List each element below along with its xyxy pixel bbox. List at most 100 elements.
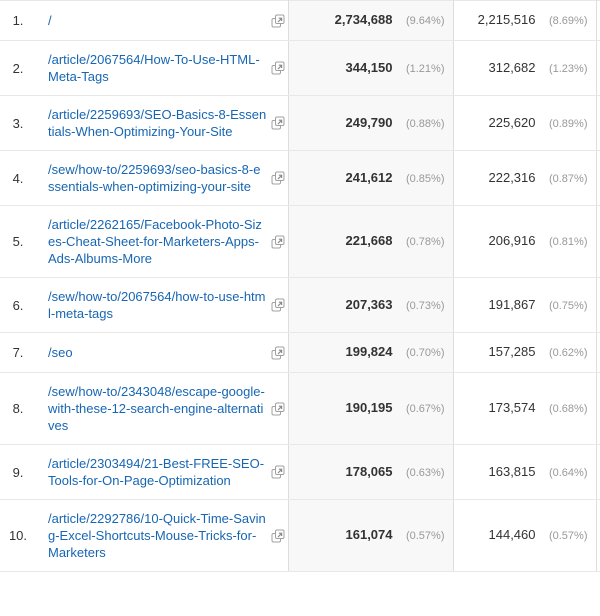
row-rank: 9.	[0, 444, 36, 500]
pageviews-cell: 199,824 (0.70%)	[287, 332, 453, 373]
unique-pageviews-percent: (0.81%)	[548, 236, 588, 248]
row-rank: 1.	[0, 0, 36, 41]
pageviews-value: 344,150	[345, 59, 393, 75]
table-row: 5. /article/2262165/Facebook-Photo-Sizes…	[0, 205, 600, 278]
page-url-link[interactable]: /article/2262165/Facebook-Photo-Sizes-Ch…	[48, 217, 262, 266]
page-url-wrap: /sew/how-to/2067564/how-to-use-html-meta…	[36, 288, 288, 322]
unique-pageviews-cell: 157,285 (0.62%)	[452, 332, 596, 373]
pageviews-percent: (0.73%)	[405, 299, 445, 312]
unique-pageviews-cell: 2,215,516 (8.69%)	[452, 0, 596, 41]
unique-pageviews-value: 173,574	[488, 400, 536, 415]
next-column-edge	[595, 205, 600, 278]
unique-pageviews-value: 191,867	[488, 296, 536, 312]
unique-pageviews-percent: (0.89%)	[548, 117, 588, 130]
unique-pageviews-value: 312,682	[488, 59, 536, 75]
row-rank: 10.	[0, 499, 36, 572]
next-column-edge	[595, 277, 600, 333]
open-in-new-icon[interactable]	[271, 116, 285, 130]
open-in-new-icon[interactable]	[271, 235, 285, 249]
pageviews-percent: (1.21%)	[405, 62, 445, 75]
unique-pageviews-percent: (0.62%)	[548, 347, 588, 359]
page-url-wrap: /sew/how-to/2259693/seo-basics-8-essenti…	[36, 161, 288, 195]
unique-pageviews-cell: 191,867 (0.75%)	[452, 277, 596, 333]
unique-pageviews-value: 206,916	[488, 233, 536, 248]
page-url-link[interactable]: /article/2303494/21-Best-FREE-SEO-Tools-…	[48, 456, 265, 488]
table-row: 1. / 2,734,688 (9.64%) 2,215,516 (8.69%)	[0, 0, 600, 41]
pageviews-value: 161,074	[345, 527, 393, 542]
unique-pageviews-percent: (8.69%)	[548, 15, 588, 27]
pageviews-percent: (9.64%)	[405, 15, 445, 27]
pageviews-cell: 161,074 (0.57%)	[287, 499, 453, 572]
page-url-wrap: /article/2259693/SEO-Basics-8-Essentials…	[36, 106, 288, 140]
pageviews-value: 178,065	[345, 463, 393, 479]
page-url-link[interactable]: /seo	[48, 345, 73, 360]
pageviews-value: 2,734,688	[334, 12, 393, 27]
page-url-wrap: /article/2303494/21-Best-FREE-SEO-Tools-…	[36, 455, 288, 489]
page-url-link[interactable]: /sew/how-to/2067564/how-to-use-html-meta…	[48, 289, 266, 321]
row-rank: 2.	[0, 40, 36, 96]
open-in-new-icon[interactable]	[271, 171, 285, 185]
pageviews-percent: (0.78%)	[405, 236, 445, 248]
next-column-edge	[595, 95, 600, 151]
page-url-link[interactable]: /article/2067564/How-To-Use-HTML-Meta-Ta…	[48, 52, 260, 84]
pages-table-body: 1. / 2,734,688 (9.64%) 2,215,516 (8.69%)	[0, 0, 600, 572]
pageviews-percent: (0.67%)	[405, 403, 445, 415]
page-url-cell: /article/2259693/SEO-Basics-8-Essentials…	[36, 95, 288, 151]
unique-pageviews-cell: 173,574 (0.68%)	[452, 372, 596, 445]
open-in-new-icon[interactable]	[271, 61, 285, 75]
page-url-link[interactable]: /sew/how-to/2343048/escape-google-with-t…	[48, 384, 265, 433]
pageviews-cell: 190,195 (0.67%)	[287, 372, 453, 445]
open-in-new-icon[interactable]	[271, 402, 285, 416]
next-column-edge	[595, 40, 600, 96]
pages-report-table: 1. / 2,734,688 (9.64%) 2,215,516 (8.69%)	[0, 0, 600, 572]
table-row: 7. /seo 199,824 (0.70%) 157,285 (0.62%)	[0, 332, 600, 373]
next-column-edge	[595, 372, 600, 445]
pageviews-cell: 2,734,688 (9.64%)	[287, 0, 453, 41]
pageviews-value: 221,668	[345, 233, 393, 248]
unique-pageviews-value: 225,620	[488, 114, 536, 130]
page-url-wrap: /article/2292786/10-Quick-Time-Saving-Ex…	[36, 510, 288, 561]
page-url-wrap: /seo	[36, 344, 288, 361]
unique-pageviews-value: 163,815	[488, 463, 536, 479]
page-url-link[interactable]: /article/2292786/10-Quick-Time-Saving-Ex…	[48, 511, 266, 560]
unique-pageviews-percent: (0.68%)	[548, 403, 588, 415]
pageviews-cell: 344,150 (1.21%)	[287, 40, 453, 96]
unique-pageviews-value: 144,460	[488, 527, 536, 542]
open-in-new-icon[interactable]	[271, 298, 285, 312]
pageviews-value: 249,790	[345, 114, 393, 130]
page-url-cell: /article/2303494/21-Best-FREE-SEO-Tools-…	[36, 444, 288, 500]
table-row: 10. /article/2292786/10-Quick-Time-Savin…	[0, 499, 600, 572]
table-row: 2. /article/2067564/How-To-Use-HTML-Meta…	[0, 40, 600, 96]
page-url-link[interactable]: /	[48, 13, 52, 28]
pageviews-percent: (0.63%)	[405, 466, 445, 479]
page-url-link[interactable]: /sew/how-to/2259693/seo-basics-8-essenti…	[48, 162, 261, 194]
next-column-edge	[595, 332, 600, 373]
unique-pageviews-value: 157,285	[488, 344, 536, 359]
table-row: 3. /article/2259693/SEO-Basics-8-Essenti…	[0, 95, 600, 151]
next-column-edge	[595, 150, 600, 206]
page-url-link[interactable]: /article/2259693/SEO-Basics-8-Essentials…	[48, 107, 267, 139]
pageviews-value: 207,363	[345, 296, 393, 312]
open-in-new-icon[interactable]	[271, 465, 285, 479]
unique-pageviews-cell: 144,460 (0.57%)	[452, 499, 596, 572]
open-in-new-icon[interactable]	[271, 529, 285, 543]
page-url-cell: /sew/how-to/2259693/seo-basics-8-essenti…	[36, 150, 288, 206]
open-in-new-icon[interactable]	[271, 346, 285, 360]
pageviews-percent: (0.85%)	[405, 172, 445, 185]
page-url-wrap: /article/2067564/How-To-Use-HTML-Meta-Ta…	[36, 51, 288, 85]
page-url-cell: /article/2067564/How-To-Use-HTML-Meta-Ta…	[36, 40, 288, 96]
pageviews-cell: 178,065 (0.63%)	[287, 444, 453, 500]
row-rank: 4.	[0, 150, 36, 206]
page-url-wrap: /	[36, 12, 288, 29]
unique-pageviews-cell: 206,916 (0.81%)	[452, 205, 596, 278]
unique-pageviews-value: 222,316	[488, 169, 536, 185]
pageviews-percent: (0.57%)	[405, 530, 445, 542]
pageviews-value: 199,824	[345, 344, 393, 359]
open-in-new-icon[interactable]	[271, 14, 285, 28]
row-rank: 5.	[0, 205, 36, 278]
pageviews-value: 241,612	[345, 169, 393, 185]
pageviews-value: 190,195	[345, 400, 393, 415]
unique-pageviews-cell: 163,815 (0.64%)	[452, 444, 596, 500]
pageviews-cell: 241,612 (0.85%)	[287, 150, 453, 206]
page-url-wrap: /article/2262165/Facebook-Photo-Sizes-Ch…	[36, 216, 288, 267]
